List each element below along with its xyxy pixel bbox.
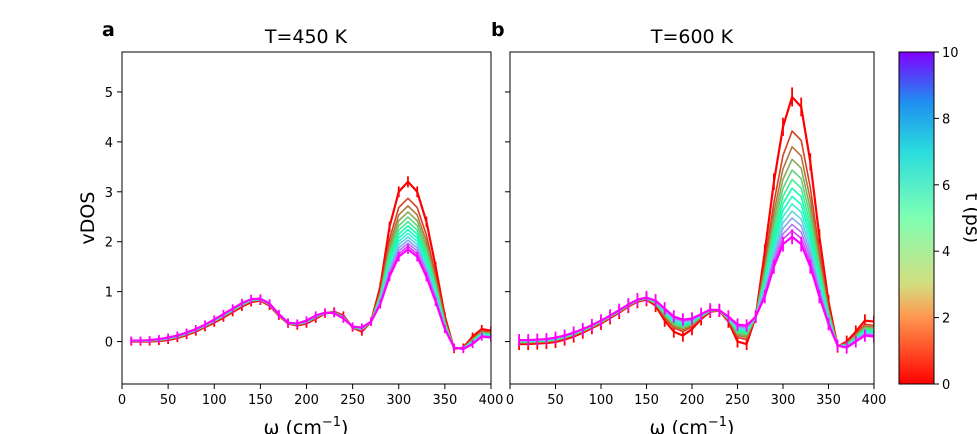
y-tick-label: 3 (105, 186, 113, 201)
x-tick-label: 50 (547, 393, 564, 408)
panel-b-letter: b (491, 19, 505, 41)
colorbar-label: t (ps) (961, 193, 977, 243)
panel-a-y-axis-label: vDOS (77, 192, 99, 245)
x-tick-label: 200 (294, 393, 319, 408)
panel-b-y-ticks (505, 91, 510, 343)
panel-a-x-axis-label: ω (cm−1) (264, 415, 349, 434)
x-tick-label: 0 (506, 393, 514, 408)
series-line (519, 95, 874, 348)
x-tick-label: 300 (771, 393, 796, 408)
y-tick-label: 0 (105, 336, 113, 351)
y-tick-label: 1 (105, 286, 113, 301)
x-tick-label: 100 (589, 393, 614, 408)
panel-b-curves (518, 87, 874, 354)
panel-b-title: T=600 K (650, 26, 734, 48)
panel-b: b T=600 K 0 50 100 150 200 250 300 350 400 ω (cm… (491, 19, 886, 434)
y-tick-label: 2 (105, 236, 113, 251)
y-tick-label: 5 (105, 86, 113, 101)
x-tick-label: 250 (340, 393, 365, 408)
colorbar-tick-label: 4 (942, 245, 950, 260)
series-line (519, 235, 874, 349)
panel-a-y-ticks: 0 1 2 3 4 5 (105, 86, 122, 351)
series-line (131, 248, 491, 351)
colorbar-gradient (899, 52, 934, 384)
panel-a-x-ticks: 0 50 100 150 200 250 300 350 400 (118, 384, 504, 408)
panel-a-title: T=450 K (264, 26, 348, 48)
colorbar-tick-label: 0 (942, 378, 950, 393)
x-tick-label: 400 (479, 393, 504, 408)
x-tick-label: 150 (634, 393, 659, 408)
panel-b-x-ticks: 0 50 100 150 200 250 300 350 400 (506, 384, 887, 408)
panel-a-letter: a (102, 19, 115, 41)
x-tick-label: 250 (725, 393, 750, 408)
x-tick-label: 0 (118, 393, 126, 408)
colorbar-tick-label: 2 (942, 312, 950, 327)
x-tick-label: 350 (432, 393, 457, 408)
x-tick-label: 150 (248, 393, 273, 408)
x-tick-label: 50 (160, 393, 177, 408)
colorbar-ticks: 0 2 4 6 8 10 (934, 46, 959, 393)
x-tick-label: 300 (386, 393, 411, 408)
colorbar-tick-label: 8 (942, 112, 950, 127)
colorbar: 0 2 4 6 8 10 t (ps) (898, 46, 977, 393)
colorbar-frame (898, 51, 935, 385)
x-tick-label: 400 (862, 393, 887, 408)
x-tick-label: 350 (816, 393, 841, 408)
panel-a-curves (130, 176, 491, 354)
x-tick-label: 200 (680, 393, 705, 408)
panel-a: a T=450 K 0 50 100 150 200 250 300 350 400 0 1 2 3 4… (77, 19, 503, 434)
x-tick-label: 100 (202, 393, 227, 408)
colorbar-tick-label: 6 (942, 179, 950, 194)
series-line (131, 180, 491, 351)
y-tick-label: 4 (105, 136, 113, 151)
panel-b-x-axis-label: ω (cm−1) (650, 415, 735, 434)
colorbar-tick-label: 10 (942, 46, 959, 61)
